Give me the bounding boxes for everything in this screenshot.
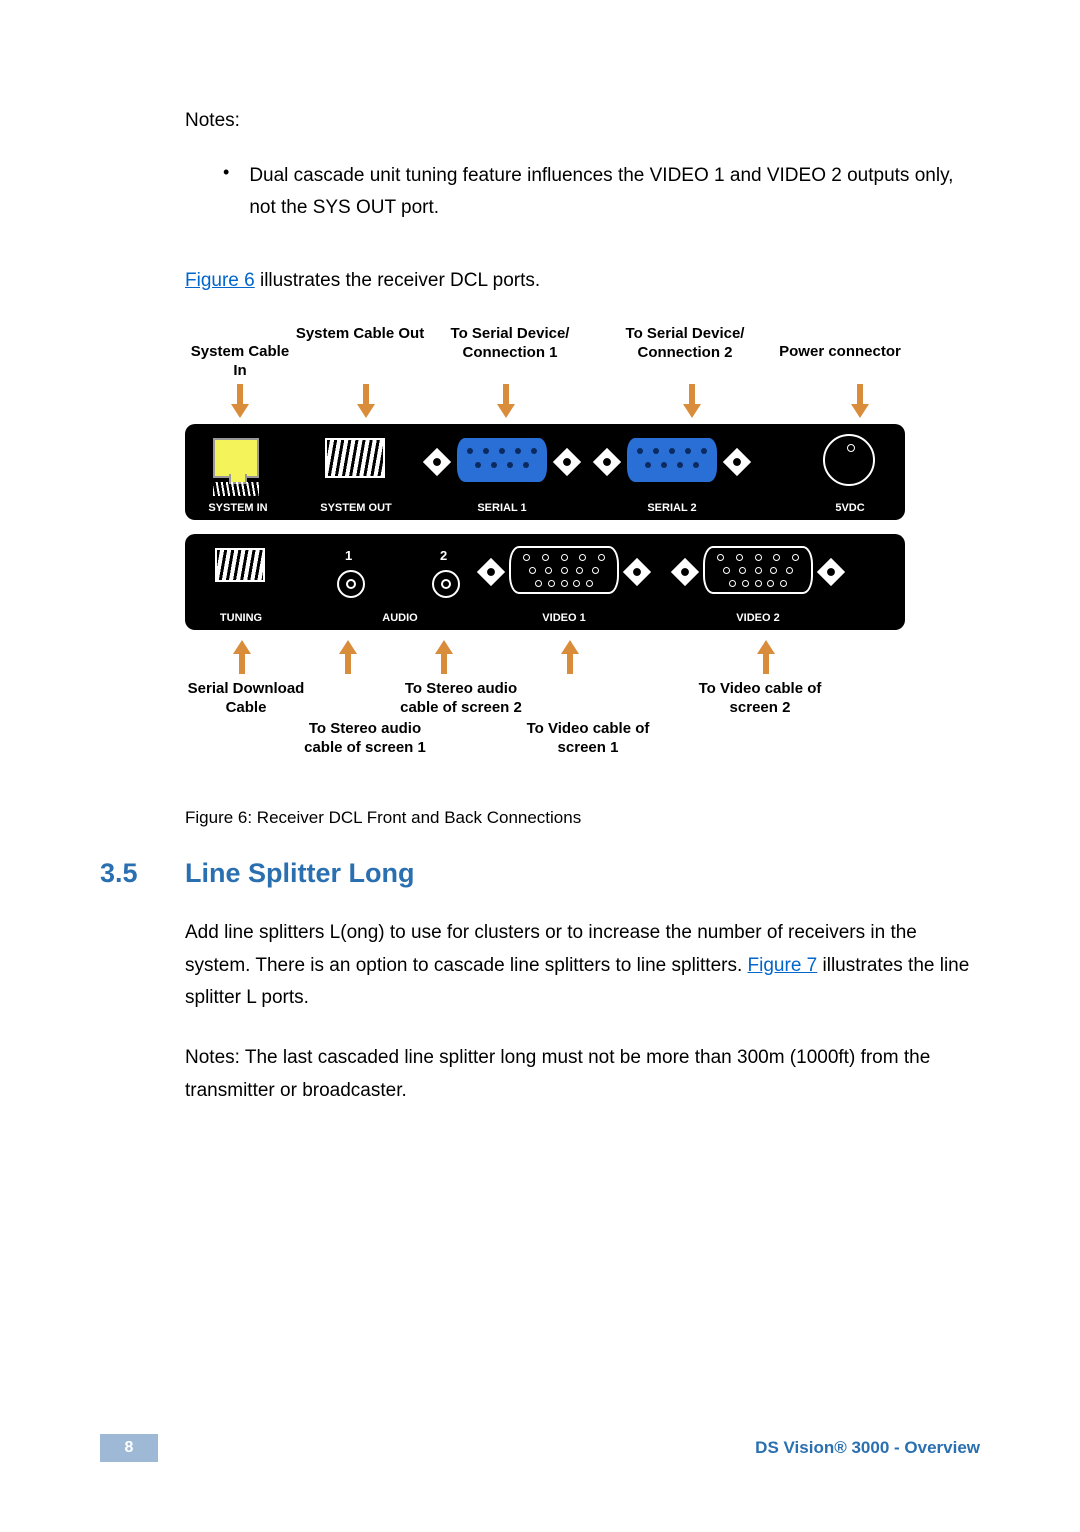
diagram-bottom-labels: Serial Download Cable To Stereo audio ca…: [185, 674, 905, 794]
label-system-cable-out: System Cable Out: [295, 325, 425, 381]
arrow-down-icon: [851, 384, 869, 418]
port-serial2: [627, 438, 717, 482]
label-system-cable-in: System Cable In: [185, 325, 295, 381]
body-column: Notes: • Dual cascade unit tuning featur…: [185, 110, 980, 297]
bullet-item: • Dual cascade unit tuning feature influ…: [223, 160, 980, 225]
panel-label-system-out: SYSTEM OUT: [311, 502, 401, 514]
panel-label-serial2: SERIAL 2: [635, 502, 709, 514]
screw-icon: [723, 448, 751, 476]
bottom-arrow-row: [185, 640, 905, 674]
port-serial1: [457, 438, 547, 482]
arrow-up-icon: [757, 640, 775, 674]
page-content: Notes: • Dual cascade unit tuning featur…: [0, 0, 1080, 1107]
label-serial-download: Serial Download Cable: [181, 680, 311, 718]
port-audio2: [432, 570, 460, 598]
figure6-sentence-rest: illustrates the receiver DCL ports.: [255, 270, 540, 291]
figure7-link[interactable]: Figure 7: [748, 955, 818, 976]
page-number-badge: 8: [100, 1434, 158, 1462]
bullet-icon: •: [223, 162, 229, 225]
arrow-down-icon: [357, 384, 375, 418]
port-video2: [703, 546, 813, 594]
port-tuning: [215, 548, 265, 582]
port-power: [823, 434, 875, 486]
screw-icon: [477, 558, 505, 586]
section-para-1: Add line splitters L(ong) to use for clu…: [185, 917, 980, 1014]
arrow-down-icon: [683, 384, 701, 418]
port-system-in: [213, 438, 259, 478]
port-audio1: [337, 570, 365, 598]
panel-back: SYSTEM IN SYSTEM OUT SERIAL 1 SERIAL 2: [185, 424, 905, 520]
panel-label-tuning: TUNING: [209, 612, 273, 624]
label-video1: To Video cable of screen 1: [503, 720, 673, 758]
label-power: Power connector: [775, 325, 905, 381]
top-arrow-row: [185, 384, 905, 418]
label-serial2: To Serial Device/ Connection 2: [595, 325, 775, 381]
screw-icon: [593, 448, 621, 476]
diagram-top-labels: System Cable In System Cable Out To Seri…: [185, 325, 905, 381]
arrow-down-icon: [231, 384, 249, 418]
panel-label-power: 5VDC: [815, 502, 885, 514]
arrow-up-icon: [435, 640, 453, 674]
jack-number-2: 2: [440, 548, 447, 563]
section-number: 3.5: [100, 858, 185, 889]
screw-icon: [623, 558, 651, 586]
figure6-sentence: Figure 6 illustrates the receiver DCL po…: [185, 265, 980, 297]
stripes-icon: [213, 482, 259, 496]
arrow-up-icon: [561, 640, 579, 674]
jack-number-1: 1: [345, 548, 352, 563]
arrow-up-icon: [233, 640, 251, 674]
screw-icon: [671, 558, 699, 586]
arrow-down-icon: [497, 384, 515, 418]
screw-icon: [423, 448, 451, 476]
footer-doc-title: DS Vision® 3000 - Overview: [755, 1438, 980, 1458]
figure6-link[interactable]: Figure 6: [185, 270, 255, 291]
panel-label-audio: AUDIO: [365, 612, 435, 624]
label-audio2: To Stereo audio cable of screen 2: [381, 680, 541, 718]
section-heading: 3.5 Line Splitter Long: [100, 858, 980, 889]
screw-icon: [553, 448, 581, 476]
panel-label-video1: VIDEO 1: [529, 612, 599, 624]
panel-label-system-in: SYSTEM IN: [203, 502, 273, 514]
label-audio1: To Stereo audio cable of screen 1: [285, 720, 445, 758]
port-system-out: [325, 438, 385, 478]
bullet-text: Dual cascade unit tuning feature influen…: [249, 160, 980, 225]
arrow-up-icon: [339, 640, 357, 674]
section-title: Line Splitter Long: [185, 858, 415, 889]
section-para-2: Notes: The last cascaded line splitter l…: [185, 1042, 980, 1107]
section-body: Add line splitters L(ong) to use for clu…: [185, 917, 980, 1106]
panel-front: TUNING 1 2 AUDIO VIDEO 1: [185, 534, 905, 630]
notes-label: Notes:: [185, 110, 980, 132]
screw-icon: [817, 558, 845, 586]
panel-label-serial1: SERIAL 1: [465, 502, 539, 514]
label-video2: To Video cable of screen 2: [675, 680, 845, 718]
page-footer: 8 DS Vision® 3000 - Overview: [100, 1434, 980, 1462]
figure6-diagram: System Cable In System Cable Out To Seri…: [185, 325, 905, 829]
port-video1: [509, 546, 619, 594]
label-serial1: To Serial Device/ Connection 1: [425, 325, 595, 381]
panel-label-video2: VIDEO 2: [723, 612, 793, 624]
figure6-caption: Figure 6: Receiver DCL Front and Back Co…: [185, 808, 905, 828]
